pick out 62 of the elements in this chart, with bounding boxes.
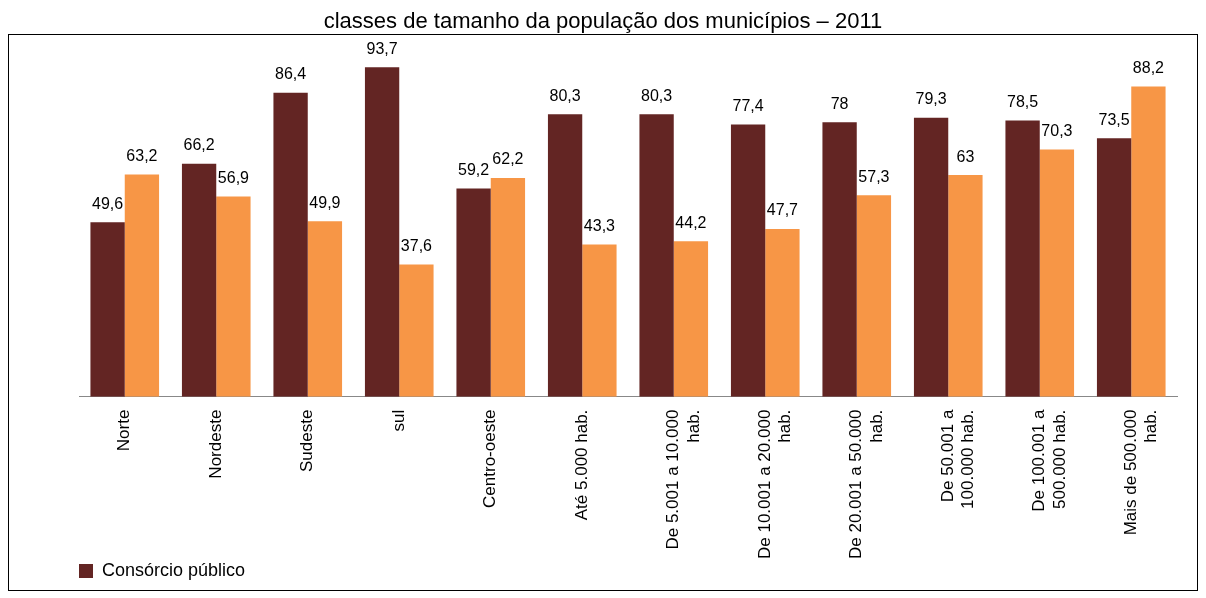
data-label: 86,4 bbox=[275, 65, 307, 83]
bar bbox=[547, 114, 583, 397]
data-label: 78,5 bbox=[1007, 93, 1039, 111]
data-label: 47,7 bbox=[766, 201, 799, 219]
data-label: 80,3 bbox=[641, 86, 673, 104]
x-tick-label: Mais de 500.000 hab. bbox=[1120, 409, 1161, 536]
x-tick-label: De 100.001 a 500.000 hab. bbox=[1029, 409, 1069, 512]
bar bbox=[1131, 86, 1166, 397]
data-label: 79,3 bbox=[915, 90, 947, 108]
data-label: 63 bbox=[956, 147, 975, 165]
data-label: 70,3 bbox=[1041, 121, 1073, 139]
data-label: 43,3 bbox=[583, 216, 616, 234]
data-label: 57,3 bbox=[858, 167, 890, 185]
x-tick-label: De 20.001 a 50.000 hab. bbox=[846, 409, 886, 560]
data-label: 44,2 bbox=[675, 213, 707, 231]
x-tick-label: De 50.001 a 100.000 hab. bbox=[937, 409, 978, 509]
bar bbox=[639, 114, 674, 397]
bar bbox=[822, 122, 857, 397]
bar bbox=[307, 221, 343, 397]
x-tick-label: Nordeste bbox=[205, 409, 225, 479]
data-label: 80,3 bbox=[549, 86, 581, 104]
data-label: 66,2 bbox=[183, 136, 215, 154]
data-label: 49,6 bbox=[92, 194, 124, 212]
bar bbox=[582, 244, 617, 397]
bar bbox=[399, 264, 434, 397]
bar bbox=[124, 174, 160, 397]
bar bbox=[765, 228, 800, 397]
bar bbox=[273, 92, 308, 397]
bar bbox=[730, 124, 766, 397]
data-label: 77,4 bbox=[732, 96, 764, 114]
bar bbox=[673, 241, 709, 397]
bar bbox=[181, 163, 217, 397]
legend-label: Consórcio público bbox=[102, 559, 246, 580]
x-tick-label: Centro-oeste bbox=[480, 409, 500, 508]
bar bbox=[1039, 149, 1075, 397]
bar bbox=[456, 188, 491, 397]
data-label: 37,6 bbox=[400, 236, 433, 254]
x-tick-label: Norte bbox=[114, 409, 134, 452]
bar bbox=[90, 222, 125, 397]
x-tick-label: De 5.001 a 10.000 hab. bbox=[663, 409, 703, 550]
bar bbox=[1096, 138, 1132, 397]
data-label: 63,2 bbox=[126, 146, 158, 164]
x-tick-label: sul bbox=[388, 409, 408, 432]
data-label: 73,5 bbox=[1098, 110, 1130, 128]
chart-title: classes de tamanho da população dos municípios – 2011 bbox=[322, 8, 884, 34]
data-label: 88,2 bbox=[1132, 58, 1165, 76]
data-label: 93,7 bbox=[366, 39, 398, 57]
bar bbox=[948, 175, 983, 397]
bar bbox=[490, 177, 526, 397]
x-tick-label: Sudeste bbox=[297, 409, 317, 473]
x-tick-label: De 10.001 a 20.000 hab. bbox=[754, 409, 795, 560]
bar bbox=[364, 67, 400, 397]
x-tick-label: Até 5.000 hab. bbox=[571, 409, 591, 521]
data-label: 56,9 bbox=[217, 168, 250, 186]
bar bbox=[913, 117, 949, 397]
bar bbox=[856, 195, 892, 397]
data-label: 49,9 bbox=[309, 193, 341, 211]
bar bbox=[216, 196, 251, 397]
bar bbox=[1005, 120, 1040, 397]
data-label: 62,2 bbox=[492, 150, 524, 168]
data-label: 59,2 bbox=[458, 160, 490, 178]
data-label: 78 bbox=[830, 94, 849, 112]
